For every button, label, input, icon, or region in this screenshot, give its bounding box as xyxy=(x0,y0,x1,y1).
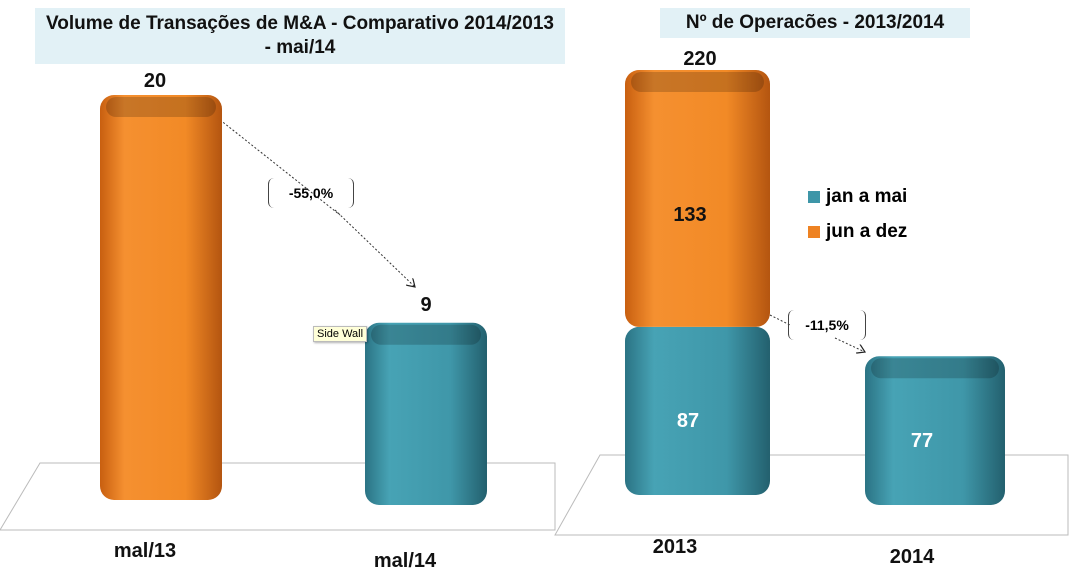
legend-item-jan-a-mai: jan a mai xyxy=(808,186,907,208)
bar-2013-jan-a-mai xyxy=(625,326,770,495)
legend-label: jun a dez xyxy=(826,221,908,242)
legend-item-jun-a-dez: jun a dez xyxy=(808,221,907,243)
data-label-2013-jan-mai: 87 xyxy=(676,410,700,432)
x-label-2014: 2014 xyxy=(889,546,935,568)
data-label-2013-jun-dez: 133 xyxy=(673,204,707,226)
bar-2013-jun-a-dez xyxy=(625,70,770,327)
data-label-mai13: 20 xyxy=(143,70,167,92)
x-label-2013: 2013 xyxy=(652,536,698,558)
left-chart-title: Volume de Transações de M&A - Comparativ… xyxy=(35,8,565,64)
bar-mal/14 xyxy=(365,322,487,505)
change-label-right: -11,5% xyxy=(788,310,866,340)
change-arrow-left-2 xyxy=(334,209,415,287)
bar-2014-jan-a-mai xyxy=(865,356,1005,505)
tooltip: Side Wall xyxy=(313,326,368,342)
legend-label: jan a mai xyxy=(826,186,908,207)
left-title-line1: Volume de Transações de M&A - Comparativ… xyxy=(46,13,554,34)
change-arrow-right xyxy=(834,337,865,352)
data-label-mai14: 9 xyxy=(420,294,432,316)
x-label-mai14: mal/14 xyxy=(373,550,437,572)
change-arrow-left xyxy=(194,99,341,216)
data-label-2014-jan-mai: 77 xyxy=(910,430,934,452)
total-label-2013: 220 xyxy=(683,48,717,70)
x-label-mai13: mal/13 xyxy=(113,540,177,562)
legend-swatch-teal xyxy=(808,191,820,203)
change-label-left: -55,0% xyxy=(268,178,354,208)
change-arrow-right-top xyxy=(769,314,791,326)
bar-mal/13 xyxy=(100,95,222,500)
right-chart-title: Nº de Operacões - 2013/2014 xyxy=(660,8,970,38)
legend-swatch-orange xyxy=(808,226,820,238)
left-title-line2: - mai/14 xyxy=(264,37,336,58)
